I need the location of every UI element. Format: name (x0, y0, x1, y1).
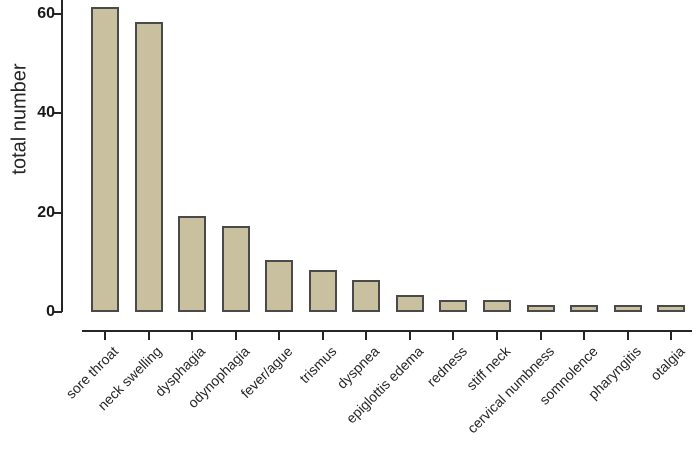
x-tick (365, 332, 368, 340)
x-tick (408, 332, 411, 340)
x-tick (583, 332, 586, 340)
x-tick (321, 332, 324, 340)
x-tick (278, 332, 281, 340)
bar-fever-ague (265, 260, 294, 312)
x-tick (452, 332, 455, 340)
x-tick (147, 332, 150, 340)
y-tick-label: 40 (37, 104, 55, 122)
bar-dysphagia (178, 216, 207, 312)
bar-odynophagia (221, 226, 250, 312)
x-axis-line (82, 330, 692, 332)
x-tick-label: epiglottis edema (342, 343, 427, 427)
bar-pharyngitis (613, 305, 642, 312)
x-tick (670, 332, 673, 340)
y-tick-label: 0 (46, 303, 55, 320)
x-tick (104, 332, 106, 340)
y-axis-line (61, 0, 63, 312)
x-tick (496, 332, 499, 340)
y-tick (54, 311, 62, 313)
x-tick (234, 332, 237, 340)
bar-somnolence (570, 305, 599, 312)
y-tick-label: 20 (37, 203, 55, 221)
x-tick (626, 332, 629, 340)
x-tick (191, 332, 194, 340)
x-tick-label: otalgia (647, 343, 688, 384)
x-tick (539, 332, 542, 340)
bar-trismus (308, 270, 337, 312)
bar-stiff-neck (483, 300, 512, 312)
bar-redness (439, 300, 468, 312)
bar-epiglottis-edema (395, 295, 424, 312)
bar-sore-throat (91, 7, 119, 312)
bar-dyspnea (352, 280, 381, 312)
bar-neck-swelling (134, 22, 163, 312)
bar-otalgia (657, 305, 686, 312)
y-tick (54, 112, 62, 115)
y-tick (54, 12, 62, 15)
y-tick (54, 211, 62, 214)
bar-cervical-numbness (526, 305, 555, 312)
y-tick-label: 60 (37, 4, 55, 22)
